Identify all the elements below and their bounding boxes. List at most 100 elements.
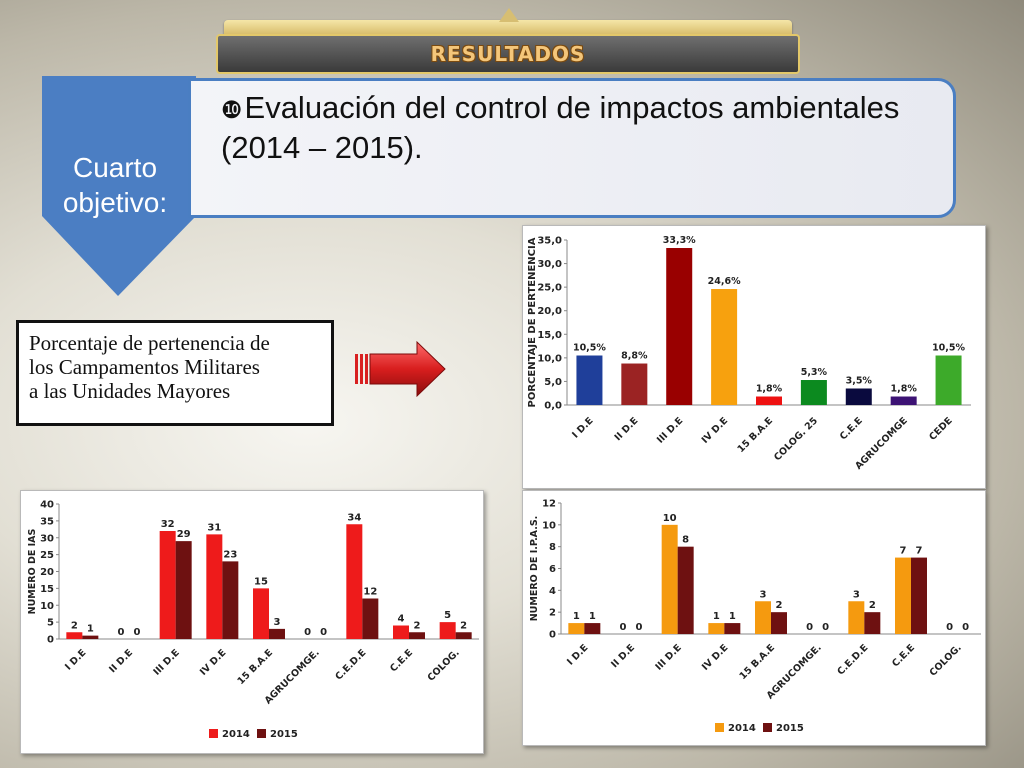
- x-category-label: 15 B.A.E: [736, 415, 776, 455]
- bar-value-label: 1: [589, 611, 596, 622]
- bar-2015: [455, 632, 472, 639]
- bar-value-label: 7: [900, 546, 907, 557]
- bar-2015: [269, 628, 285, 639]
- y-tick-label: 20,0: [537, 306, 562, 317]
- bar-2015: [222, 561, 239, 639]
- bar-value-label: 0: [636, 622, 643, 633]
- chart-ias: NUMERO DE IAS 0 5 10 15 20 25 30 35 40 I D.E 2 1 II D…: [20, 490, 484, 754]
- bar-value-label: 10: [663, 513, 677, 524]
- bar-value-label: 1: [87, 624, 94, 635]
- bar: [621, 363, 648, 405]
- x-category-label: III D.E: [655, 415, 685, 445]
- bar-value-label: 0: [320, 627, 327, 638]
- right-arrow-icon: [355, 340, 446, 398]
- bar: [576, 355, 603, 405]
- legend-label-2014: 2014: [728, 723, 756, 734]
- y-tick-label: 4: [549, 586, 556, 597]
- page-title: RESULTADOS: [430, 42, 586, 66]
- legend-swatch-2014: [715, 723, 724, 732]
- bar-2015: [175, 541, 192, 639]
- note-line-1: Porcentaje de pertenencia de: [29, 331, 270, 355]
- bar-value-label: 0: [962, 622, 969, 633]
- bar-value-label: 8,8%: [621, 351, 648, 362]
- bar-2015: [584, 623, 601, 634]
- bar-2014: [159, 531, 176, 639]
- y-tick-label: 10,0: [537, 353, 562, 364]
- bar-2015: [677, 546, 694, 634]
- bar-2015: [362, 598, 379, 639]
- bar: [666, 248, 693, 405]
- bar-2014: [439, 622, 456, 639]
- objective-tag: Cuarto objetivo:: [40, 150, 190, 220]
- note-line-2: los Campamentos Militares: [29, 355, 260, 379]
- bar-value-label: 1,8%: [756, 384, 783, 395]
- x-category-label: COLOG.: [928, 642, 964, 678]
- title-banner: RESULTADOS: [216, 34, 800, 74]
- x-category-label: I D.E: [565, 642, 590, 667]
- bar-value-label: 24,6%: [708, 276, 741, 287]
- legend-swatch-2015: [763, 723, 772, 732]
- objective-text: ❿Evaluación del control de impactos ambi…: [221, 89, 941, 167]
- bar-value-label: 3: [760, 589, 767, 600]
- x-category-label: C.E.E: [388, 647, 415, 674]
- y-tick-label: 5,0: [544, 377, 562, 388]
- y-tick-label: 30,0: [537, 259, 562, 270]
- bar-value-label: 3,5%: [846, 376, 873, 387]
- x-category-label: III D.E: [151, 647, 181, 677]
- x-category-label: I D.E: [63, 647, 88, 672]
- bar-2014: [895, 557, 911, 634]
- bar-value-label: 3: [853, 589, 860, 600]
- x-category-label: III D.E: [653, 642, 683, 672]
- x-category-label: COLOG. 25: [772, 415, 820, 463]
- bar-value-label: 4: [398, 614, 405, 625]
- bar-value-label: 2: [414, 620, 421, 631]
- banner-tip: [499, 8, 519, 22]
- x-category-label: C.E.D.E: [333, 647, 368, 682]
- objective-line-2: (2014 – 2015).: [221, 130, 423, 165]
- bar-2015: [409, 632, 425, 639]
- y-axis-label: NUMERO DE IAS: [27, 528, 38, 614]
- y-tick-label: 40: [40, 500, 54, 511]
- bar-value-label: 10,5%: [932, 343, 965, 354]
- y-tick-label: 6: [549, 564, 556, 575]
- bar-value-label: 5: [444, 610, 451, 621]
- x-category-label: CEDE: [927, 415, 954, 442]
- bar-value-label: 5,3%: [801, 367, 828, 378]
- bar-2014: [393, 625, 409, 639]
- y-tick-label: 10: [542, 520, 556, 531]
- bar-value-label: 0: [304, 627, 311, 638]
- legend-label-2014: 2014: [222, 729, 250, 740]
- y-tick-label: 5: [47, 618, 54, 629]
- y-tick-label: 15: [40, 584, 54, 595]
- bar-2014: [848, 601, 865, 634]
- x-category-label: 15 B.A.E: [236, 647, 276, 687]
- y-tick-label: 0: [549, 630, 556, 641]
- x-category-label: C.E.E: [890, 642, 917, 669]
- x-category-label: I D.E: [570, 415, 595, 440]
- y-axis-label: NUMERO DE I.P.A.S.: [529, 516, 540, 622]
- legend-swatch-2015: [257, 729, 266, 738]
- y-tick-label: 0: [47, 635, 54, 646]
- bar-value-label: 0: [134, 627, 141, 638]
- y-axis-label: PORCENTAJE DE PERTENENCIA: [527, 237, 538, 407]
- bar-value-label: 8: [682, 535, 689, 546]
- chart-ipas: NUMERO DE I.P.A.S. 0 2 4 6 8 10 12 I D.E 1 1 II D.E…: [522, 490, 986, 746]
- number-ten-bullet-icon: ❿: [221, 96, 243, 124]
- bar-2015: [82, 635, 99, 639]
- bar-value-label: 10,5%: [573, 343, 606, 354]
- bar-value-label: 0: [806, 622, 813, 633]
- bar-value-label: 1: [713, 611, 720, 622]
- bar-value-label: 7: [916, 546, 923, 557]
- bar-value-label: 1: [573, 611, 580, 622]
- bar-value-label: 0: [118, 627, 125, 638]
- bar-value-label: 1: [729, 611, 736, 622]
- x-category-label: IV D.E: [198, 647, 229, 678]
- objective-box: ❿Evaluación del control de impactos ambi…: [188, 78, 956, 218]
- bar: [800, 380, 827, 405]
- x-category-label: 15 B.A.E: [738, 642, 778, 682]
- bar: [935, 355, 962, 405]
- bar-2015: [771, 612, 787, 634]
- legend-label-2015: 2015: [776, 723, 804, 734]
- objective-tag-line-1: Cuarto: [72, 152, 158, 183]
- bar: [845, 388, 872, 405]
